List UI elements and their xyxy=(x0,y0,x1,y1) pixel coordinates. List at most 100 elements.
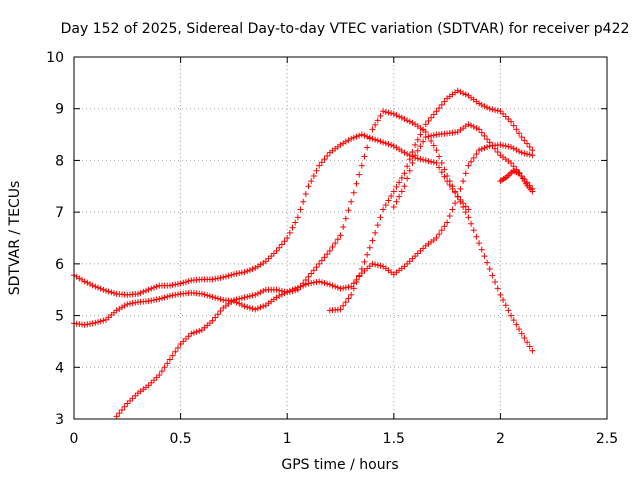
data-point xyxy=(281,288,288,295)
data-point xyxy=(412,152,419,159)
data-point xyxy=(422,121,429,128)
data-point xyxy=(84,321,91,328)
data-point xyxy=(396,179,403,186)
data-point xyxy=(460,200,467,207)
data-point xyxy=(260,303,267,310)
data-point xyxy=(190,329,197,336)
data-point xyxy=(310,279,317,286)
data-point xyxy=(278,288,285,295)
data-point xyxy=(406,118,413,125)
data-point xyxy=(206,293,213,300)
data-point xyxy=(377,112,384,119)
data-point xyxy=(212,275,219,282)
data-point xyxy=(364,251,371,258)
data-point xyxy=(345,137,352,144)
data-point xyxy=(446,178,453,185)
data-point xyxy=(473,150,480,157)
data-point xyxy=(132,392,139,399)
data-point xyxy=(356,132,363,139)
data-point xyxy=(441,98,448,105)
data-point xyxy=(124,400,131,407)
data-point xyxy=(284,235,291,241)
data-point xyxy=(489,106,496,113)
data-point xyxy=(369,237,376,244)
data-point xyxy=(108,289,115,296)
data-point xyxy=(374,117,381,124)
data-point xyxy=(518,134,525,141)
data-point xyxy=(385,197,392,204)
data-point xyxy=(502,142,509,149)
data-point xyxy=(73,273,80,280)
data-point xyxy=(124,301,131,308)
data-point xyxy=(444,219,451,226)
data-point xyxy=(529,188,536,195)
data-point xyxy=(385,141,392,148)
data-point xyxy=(342,299,349,306)
data-point xyxy=(230,297,237,304)
data-point xyxy=(396,193,403,200)
data-point xyxy=(177,341,184,348)
x-tick-label: 1.5 xyxy=(383,431,405,447)
data-point xyxy=(273,294,280,301)
data-point xyxy=(358,131,365,138)
data-point xyxy=(404,163,411,170)
data-point xyxy=(209,276,216,283)
data-point xyxy=(212,314,219,321)
data-point xyxy=(406,167,413,174)
data-point xyxy=(222,273,229,280)
data-point xyxy=(334,236,341,243)
data-point xyxy=(209,293,216,300)
data-point xyxy=(294,286,301,293)
data-point xyxy=(313,167,320,174)
data-point xyxy=(324,251,331,258)
data-point xyxy=(324,280,331,287)
data-point xyxy=(425,133,432,140)
x-tick-label: 1 xyxy=(283,431,292,447)
data-point xyxy=(505,307,512,314)
data-point xyxy=(433,108,440,115)
data-point xyxy=(420,138,427,145)
data-point xyxy=(217,274,224,281)
data-point xyxy=(470,227,477,234)
data-point xyxy=(324,152,331,159)
data-point xyxy=(246,304,253,311)
data-point xyxy=(230,271,237,278)
data-point xyxy=(292,287,299,294)
data-point xyxy=(492,278,499,285)
data-point xyxy=(129,300,136,307)
data-point xyxy=(358,162,365,169)
data-point xyxy=(76,275,83,282)
data-point xyxy=(377,214,384,221)
data-point xyxy=(169,292,176,299)
data-point xyxy=(342,284,349,291)
data-point xyxy=(100,286,107,293)
data-point xyxy=(326,281,333,288)
data-point xyxy=(228,271,235,278)
data-point xyxy=(404,260,411,267)
y-tick-label: 6 xyxy=(55,257,64,273)
data-point xyxy=(166,282,173,289)
x-tick-label: 2 xyxy=(496,431,505,447)
data-point xyxy=(94,319,101,326)
data-point xyxy=(497,291,504,298)
data-point xyxy=(409,255,416,262)
data-point xyxy=(86,281,93,288)
data-point xyxy=(372,261,379,268)
data-point xyxy=(449,206,456,213)
data-point xyxy=(292,219,299,226)
data-point xyxy=(308,279,315,286)
data-point xyxy=(273,286,280,293)
data-point xyxy=(329,282,336,289)
data-point xyxy=(516,130,523,137)
data-point xyxy=(382,140,389,147)
data-point xyxy=(457,185,464,192)
data-point xyxy=(414,250,421,257)
data-point xyxy=(337,285,344,292)
data-point xyxy=(422,134,429,141)
data-point xyxy=(462,170,469,177)
data-point xyxy=(342,215,349,222)
data-point xyxy=(436,153,443,160)
data-point xyxy=(484,136,491,143)
data-point xyxy=(302,191,309,198)
data-point xyxy=(166,356,173,363)
